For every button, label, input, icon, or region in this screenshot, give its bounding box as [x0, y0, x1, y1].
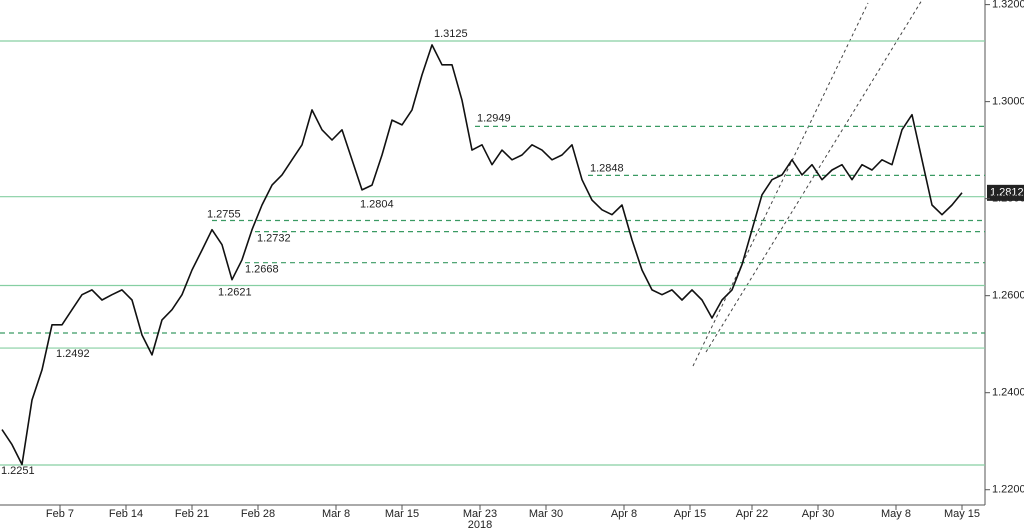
x-tick-label: Feb 28	[241, 508, 275, 520]
level-label: 1.3125	[434, 28, 468, 40]
x-tick-label: Apr 15	[674, 508, 706, 520]
x-tick-label: Mar 15	[385, 508, 419, 520]
x-tick-label: Feb 21	[175, 508, 209, 520]
y-tick-label: 1.2200	[992, 484, 1024, 496]
y-tick-label: 1.3000	[992, 96, 1024, 108]
x-tick-label: Apr 22	[736, 508, 768, 520]
level-label: 1.2668	[245, 264, 279, 276]
x-tick-label: Mar 8	[322, 508, 350, 520]
x-tick-label: Feb 14	[109, 508, 143, 520]
level-label: 1.2755	[207, 208, 241, 220]
last-value-box	[987, 184, 1024, 201]
x-tick-label: Apr 30	[802, 508, 834, 520]
x-tick-label: May 8	[881, 508, 911, 520]
channel-line	[705, 0, 923, 353]
x-tick-label: May 15	[944, 508, 980, 520]
x-tick-label: Apr 8	[611, 508, 637, 520]
y-tick-label: 1.2600	[992, 290, 1024, 302]
level-label: 1.2949	[477, 112, 511, 124]
x-tick-label: Mar 30	[529, 508, 563, 520]
year-label: 2018	[468, 519, 492, 528]
y-tick-label: 1.3200	[992, 0, 1024, 11]
channel-line	[692, 2, 869, 367]
x-tick-label: Mar 23	[463, 508, 497, 520]
level-label: 1.2804	[360, 199, 394, 211]
x-tick-label: Feb 7	[46, 508, 74, 520]
level-label: 1.2732	[257, 233, 291, 245]
y-tick-label: 1.2400	[992, 387, 1024, 399]
last-value-label: 1.2812	[990, 187, 1024, 199]
level-label: 1.2492	[56, 348, 90, 360]
level-label: 1.2251	[1, 465, 35, 477]
y-tick-label: 1.2800	[992, 193, 1024, 205]
level-label: 1.2621	[218, 286, 252, 298]
level-label: 1.2848	[590, 162, 624, 174]
price-line	[1, 44, 963, 466]
